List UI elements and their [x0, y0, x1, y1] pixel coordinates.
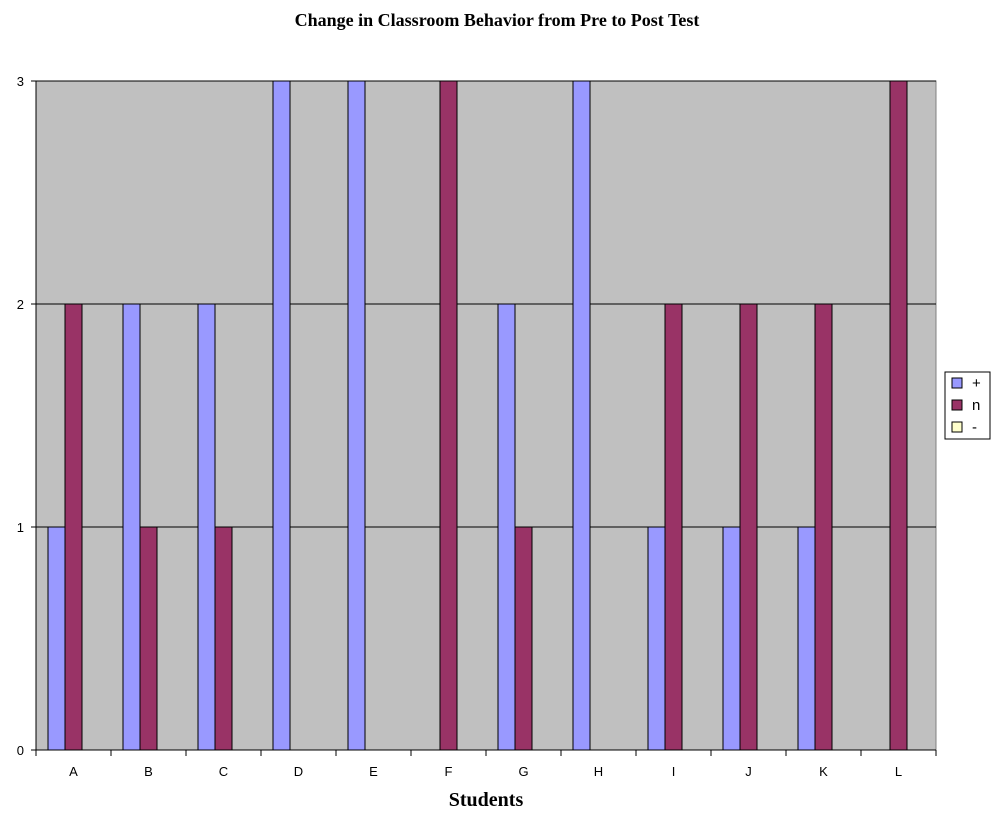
x-tick-label: L	[895, 764, 902, 779]
bar-I-series-1	[664, 303, 683, 751]
x-tick-label: K	[819, 764, 828, 779]
legend-swatch	[951, 377, 963, 389]
bar-L-series-1	[889, 80, 908, 751]
bar-J-series-1	[739, 303, 758, 751]
plot-area	[35, 80, 937, 751]
x-tick-label: D	[294, 764, 303, 779]
x-tick-label: G	[518, 764, 528, 779]
bar-J-series-0	[722, 526, 741, 751]
bars	[47, 80, 908, 751]
bar-B-series-0	[122, 303, 141, 751]
y-tick-labels: 0 1 2 3	[17, 74, 24, 758]
chart-title: Change in Classroom Behavior from Pre to…	[295, 10, 700, 30]
y-tick-label: 3	[17, 74, 24, 89]
bar-G-series-1	[514, 526, 533, 751]
bar-C-series-1	[214, 526, 233, 751]
bar-K-series-1	[814, 303, 833, 751]
x-axis-label: Students	[449, 789, 524, 811]
bar-F-series-1	[439, 80, 458, 751]
bar-A-series-0	[47, 526, 66, 751]
x-tick-label: I	[672, 764, 676, 779]
x-tick-labels: A B C D E F G H I J K L	[69, 764, 902, 779]
x-tick-label: A	[69, 764, 78, 779]
legend-swatch	[951, 399, 963, 411]
legend-label: -	[972, 419, 977, 436]
x-tick-label: E	[369, 764, 378, 779]
bar-B-series-1	[139, 526, 158, 751]
bar-A-series-1	[64, 303, 83, 751]
axes	[31, 80, 937, 756]
bar-K-series-0	[797, 526, 816, 751]
bar-G-series-0	[497, 303, 516, 751]
bar-D-series-0	[272, 80, 291, 751]
bar-I-series-0	[647, 526, 666, 751]
y-tick-label: 0	[17, 743, 24, 758]
x-tick-label: C	[219, 764, 228, 779]
y-tick-label: 1	[17, 520, 24, 535]
x-tick-label: B	[144, 764, 153, 779]
legend-label: +	[972, 375, 981, 392]
x-tick-label: J	[745, 764, 752, 779]
bar-C-series-0	[197, 303, 216, 751]
bar-E-series-0	[347, 80, 366, 751]
legend: + n -	[944, 371, 991, 440]
x-tick-label: F	[445, 764, 453, 779]
bar-H-series-0	[572, 80, 591, 751]
x-tick-label: H	[594, 764, 603, 779]
legend-label: n	[972, 397, 980, 414]
legend-swatch	[951, 421, 963, 433]
y-tick-label: 2	[17, 297, 24, 312]
gridlines	[36, 80, 936, 528]
